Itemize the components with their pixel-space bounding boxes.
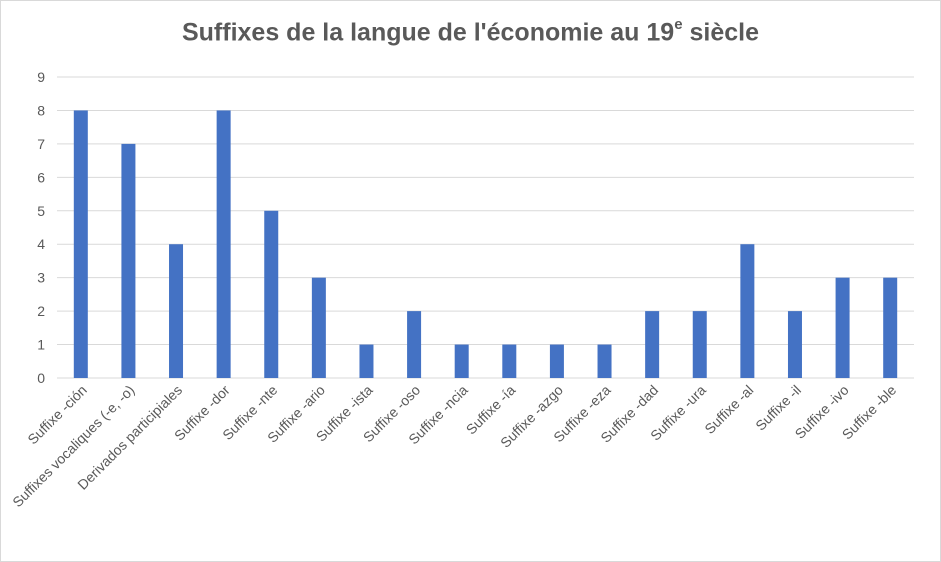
bar: [645, 311, 660, 378]
bar: [740, 244, 755, 378]
chart-title-tail: siècle: [682, 18, 759, 47]
bar: [787, 311, 802, 378]
y-tick-label: 2: [37, 303, 45, 319]
bar: [597, 344, 612, 378]
y-tick-label: 7: [37, 136, 45, 152]
y-axis: 0 1 2 3 4 5 6 7 8 9: [37, 69, 45, 386]
bar: [407, 311, 422, 378]
bar: [692, 311, 707, 378]
gridlines: [57, 76, 914, 379]
bar: [216, 110, 231, 378]
bar: [73, 110, 88, 378]
chart-title-main: Suffixes de la langue de l'économie au 1…: [181, 18, 675, 47]
y-tick-label: 4: [37, 236, 45, 252]
bar: [169, 244, 184, 378]
bar: [883, 277, 898, 378]
bar: [359, 344, 374, 378]
y-tick-label: 8: [37, 102, 45, 118]
bars: [73, 110, 898, 378]
y-tick-label: 6: [37, 169, 45, 185]
bar: [121, 143, 136, 378]
bar: [454, 344, 469, 378]
bar: [502, 344, 517, 378]
y-tick-label: 3: [37, 270, 45, 286]
bar: [311, 277, 326, 378]
bar: [549, 344, 564, 378]
x-tick-label: Suffixe -al: [701, 382, 756, 437]
bar: [835, 277, 850, 378]
y-tick-label: 5: [37, 203, 45, 219]
chart-title: Suffixes de la langue de l'économie au 1…: [0, 16, 941, 47]
y-tick-label: 9: [37, 69, 45, 85]
bar: [264, 210, 279, 378]
chart-title-superscript: e: [674, 16, 683, 33]
y-tick-label: 1: [37, 337, 45, 353]
y-tick-label: 0: [37, 370, 45, 386]
